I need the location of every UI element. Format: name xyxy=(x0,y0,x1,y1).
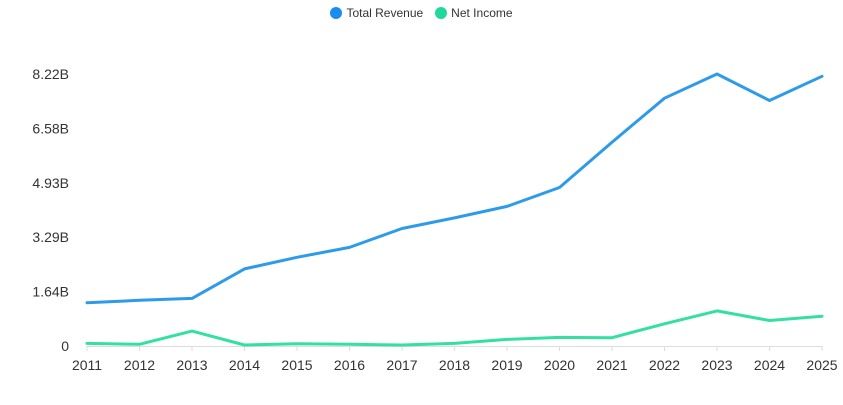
legend-item-total-revenue[interactable]: Total Revenue xyxy=(330,6,423,20)
x-tick-label-2016: 2016 xyxy=(334,357,365,373)
legend-item-net-income[interactable]: Net Income xyxy=(435,6,513,20)
x-tick-label-2017: 2017 xyxy=(386,357,417,373)
x-tick-label-2012: 2012 xyxy=(124,357,155,373)
x-tick-label-2023: 2023 xyxy=(701,357,732,373)
x-tick-label-2019: 2019 xyxy=(491,357,522,373)
y-tick-label-0: 0 xyxy=(61,338,69,354)
series-line-net-income xyxy=(85,309,824,347)
y-tick-label-2: 3.29B xyxy=(32,229,69,245)
x-tick-label-2018: 2018 xyxy=(439,357,470,373)
legend-swatch-total-revenue xyxy=(330,7,343,19)
x-tick-label-2024: 2024 xyxy=(754,357,785,373)
x-tick-label-2020: 2020 xyxy=(544,357,575,373)
y-tick-label-4: 6.58B xyxy=(32,120,69,136)
x-tick-label-2021: 2021 xyxy=(596,357,627,373)
y-tick-label-5: 8.22B xyxy=(32,66,69,82)
legend-swatch-net-income xyxy=(435,7,448,19)
y-tick-label-3: 4.93B xyxy=(32,175,69,191)
x-tick-label-2022: 2022 xyxy=(649,357,680,373)
legend-label-net-income: Net Income xyxy=(451,6,513,20)
x-tick-label-2011: 2011 xyxy=(72,357,102,373)
x-tick-label-2025: 2025 xyxy=(806,357,837,373)
legend: Total Revenue Net Income xyxy=(0,6,843,20)
x-tick-label-2015: 2015 xyxy=(281,357,312,373)
x-tick-label-2013: 2013 xyxy=(176,357,207,373)
legend-label-total-revenue: Total Revenue xyxy=(346,6,424,20)
y-tick-label-1: 1.64B xyxy=(32,284,69,300)
series-line-total-revenue xyxy=(85,72,824,305)
x-tick-label-2014: 2014 xyxy=(229,357,260,373)
